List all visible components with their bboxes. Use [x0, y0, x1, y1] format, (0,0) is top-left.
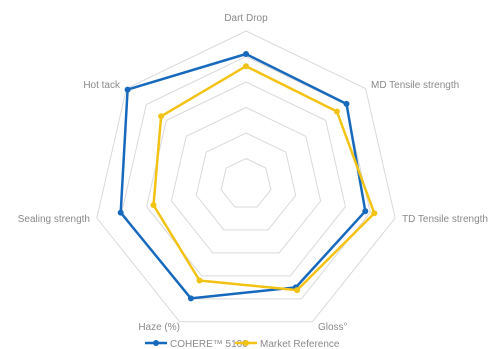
- grid-ring-4: [146, 81, 346, 277]
- grid-ring-5: [121, 55, 371, 300]
- legend: COHERE™ 5100 Market Reference: [145, 339, 340, 349]
- axis-label-gloss: Gloss°: [318, 322, 348, 333]
- series-2-point-2: [333, 108, 340, 115]
- axis-label-dart-drop: Dart Drop: [224, 13, 268, 24]
- legend-label-series-2: Market Reference: [260, 339, 340, 349]
- axis-label-hot-tack: Hot tack: [83, 80, 121, 91]
- grid-ring-6: [96, 30, 396, 323]
- series-1-point-2: [343, 100, 350, 107]
- series-2-point-5: [196, 277, 203, 284]
- series-1-point-1: [243, 51, 249, 57]
- legend-marker-series-2: [243, 340, 249, 346]
- grid-ring-2: [195, 132, 297, 231]
- legend-item-series-2: Market Reference: [235, 339, 340, 349]
- series-2-point-7: [158, 113, 165, 120]
- series-1-point-5: [187, 295, 194, 302]
- grid-ring-1: [220, 157, 272, 208]
- series-2-point-3: [371, 210, 378, 217]
- series-2-point-1: [243, 63, 249, 70]
- series-1-point-6: [117, 209, 124, 216]
- grid-ring-3: [170, 106, 322, 254]
- axis-label-haze: Haze (%): [138, 322, 180, 333]
- series-1-point-3: [362, 208, 369, 215]
- series-line-1: [119, 52, 367, 300]
- legend-marker-series-1: [153, 340, 159, 346]
- radar-series-layer: [117, 51, 378, 302]
- series-2-point-4: [294, 287, 301, 294]
- axis-label-md-tensile-strength: MD Tensile strength: [371, 80, 459, 91]
- legend-item-series-1: COHERE™ 5100: [145, 339, 248, 349]
- series-line-2: [152, 64, 376, 292]
- axis-labels: Dart Drop MD Tensile strength TD Tensile…: [18, 13, 488, 333]
- legend-label-series-1: COHERE™ 5100: [170, 339, 248, 349]
- series-1-point-7: [124, 86, 131, 93]
- axis-label-td-tensile-strength: TD Tensile strength: [402, 214, 488, 225]
- series-2-point-6: [150, 202, 157, 209]
- axis-label-sealing-strength: Sealing strength: [18, 214, 90, 225]
- radar-grid: [96, 30, 396, 323]
